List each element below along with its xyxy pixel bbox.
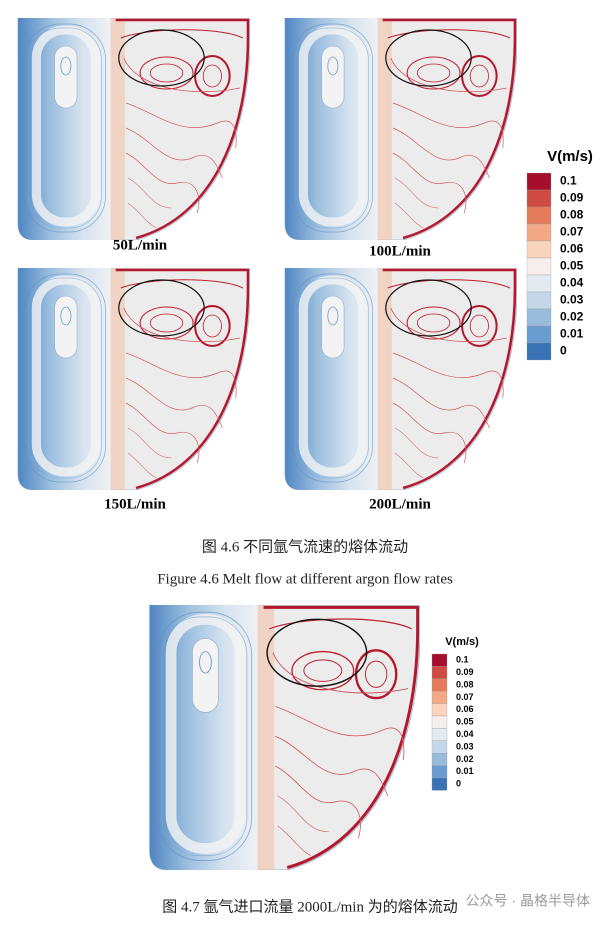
caption: 图 4.7 氩气进口流量 2000L/min 为的熔体流动: [162, 898, 457, 915]
flow-image: [18, 18, 250, 240]
colorbar-swatch: [526, 189, 552, 208]
colorbar-swatch: [526, 342, 552, 361]
colorbar-swatch: [526, 206, 552, 225]
flow-image: [285, 18, 517, 240]
colorbar-swatch: [431, 740, 448, 754]
panel-label: 50L/min: [113, 237, 168, 253]
colorbar-swatch: [431, 678, 448, 692]
colorbar-label: 0.01: [456, 766, 474, 776]
colorbar-swatch: [431, 691, 448, 704]
colorbar-label: 0.03: [560, 293, 584, 307]
colorbar-swatch: [526, 240, 552, 259]
colorbar-swatch: [431, 715, 448, 729]
colorbar-label: 0.06: [456, 704, 474, 714]
colorbar-swatch: [526, 274, 552, 293]
colorbar-swatch: [526, 257, 552, 276]
colorbar-swatch: [431, 765, 448, 779]
colorbar-label: 0.06: [560, 242, 584, 256]
flow-image: [285, 268, 517, 490]
colorbar-label: 0.08: [456, 679, 474, 689]
colorbar-swatch: [526, 291, 552, 310]
colorbar-label: 0.04: [560, 276, 584, 290]
colorbar-label: 0.09: [456, 667, 474, 677]
colorbar-title: V(m/s): [445, 636, 479, 648]
flow-image: [150, 605, 420, 870]
colorbar-label: 0.05: [560, 259, 584, 273]
flow-image: [18, 268, 250, 490]
panel-label: 100L/min: [369, 243, 431, 259]
colorbar-swatch: [526, 308, 552, 327]
colorbar-label: 0.1: [560, 174, 577, 188]
colorbar-label: 0.02: [560, 310, 584, 324]
colorbar-swatch: [431, 753, 448, 766]
colorbar-swatch: [431, 653, 448, 667]
caption: Figure 4.6 Melt flow at different argon …: [157, 571, 453, 587]
colorbar-label: 0.09: [560, 191, 584, 205]
colorbar-label: 0: [560, 344, 567, 358]
colorbar-label: 0.01: [560, 327, 584, 341]
colorbar-swatch: [431, 777, 448, 791]
panel-label: 150L/min: [104, 496, 166, 512]
colorbar-label: 0.05: [456, 717, 474, 727]
colorbar-swatch: [526, 172, 552, 191]
colorbar-label: 0.07: [456, 692, 474, 702]
panel-label: 200L/min: [369, 496, 431, 512]
colorbar-swatch: [431, 728, 448, 741]
colorbar-label: 0: [456, 779, 461, 789]
colorbar-title: V(m/s): [547, 148, 593, 165]
colorbar-label: 0.04: [456, 729, 474, 739]
colorbar-label: 0.07: [560, 225, 584, 239]
colorbar-label: 0.02: [456, 754, 474, 764]
colorbar-label: 0.1: [456, 655, 469, 665]
colorbar-swatch: [431, 666, 448, 679]
colorbar-label: 0.03: [456, 741, 474, 751]
caption: 图 4.6 不同氩气流速的熔体流动: [202, 538, 408, 555]
colorbar-label: 0.08: [560, 208, 584, 222]
watermark: 公众号 · 晶格半导体: [466, 893, 590, 909]
colorbar-swatch: [526, 325, 552, 344]
colorbar-swatch: [526, 223, 552, 242]
colorbar-swatch: [431, 703, 448, 717]
